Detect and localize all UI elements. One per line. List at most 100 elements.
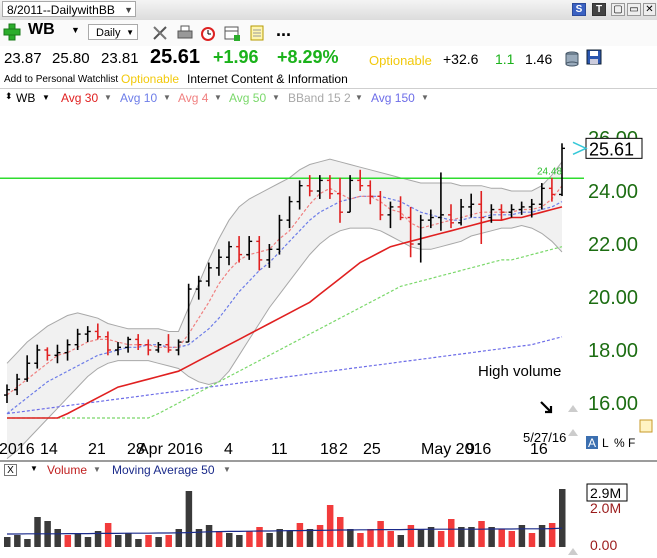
volume-bar [286, 531, 294, 547]
volume-bar [155, 537, 162, 547]
chevron-down-icon[interactable]: ▼ [163, 93, 171, 102]
x-tick-label: 11 [271, 441, 288, 458]
volume-bar [458, 527, 465, 547]
chevron-down-icon: ▼ [126, 28, 134, 37]
volume-bar [448, 519, 455, 547]
layout-selector[interactable]: 8/2011--DailywithBB ▼ [2, 1, 136, 17]
tools-icon[interactable] [151, 24, 169, 45]
chevron-down-icon[interactable]: ▼ [93, 465, 101, 474]
divider [0, 460, 657, 461]
database-icon[interactable] [565, 51, 579, 70]
ohlc-bar [236, 236, 243, 263]
volume-bar [377, 521, 384, 547]
high-price: 25.80 [52, 50, 90, 67]
maximize-button[interactable]: ▭ [627, 3, 641, 16]
avg30-label[interactable]: Avg 30 [61, 91, 99, 105]
more-button[interactable]: ... [276, 20, 292, 40]
ohlc-bar [326, 175, 333, 199]
chevron-down-icon[interactable]: ▼ [355, 93, 363, 102]
avg10-label[interactable]: Avg 10 [120, 91, 158, 105]
change: +1.96 [213, 47, 259, 67]
volume-bar [64, 535, 72, 547]
printer-icon[interactable] [176, 24, 194, 45]
volume-bar [266, 533, 273, 547]
ohlc-bar [84, 326, 91, 343]
volume-bar [4, 537, 11, 547]
x-tick-label: 9 [466, 441, 475, 458]
volume-y-tick: 2.0M [590, 500, 621, 516]
close-button[interactable]: ✕ [643, 3, 656, 16]
price-pointer [572, 141, 588, 156]
ohlc-bar [24, 355, 31, 382]
close-volume-pane-button[interactable]: X [4, 464, 17, 476]
x-tick-label: 2 [339, 441, 348, 458]
volume-bar [357, 533, 364, 547]
ohlc-bar [367, 180, 374, 205]
scroll-up-icon [568, 548, 578, 555]
price-chart[interactable]: 26.0024.0022.0020.0018.0016.002016142128… [0, 106, 657, 461]
chevron-down-icon[interactable]: ▼ [214, 93, 222, 102]
avg50-label[interactable]: Avg 50 [229, 91, 267, 105]
volume-bar [407, 525, 415, 547]
rs-value: +32.6 [443, 51, 479, 67]
volume-ma-line [7, 527, 563, 535]
volume-bar [104, 523, 112, 547]
t-button[interactable]: T [592, 3, 606, 16]
avg150-label[interactable]: Avg 150 [371, 91, 415, 105]
sort-icon[interactable]: ⬍ [5, 91, 13, 101]
volume-bar [226, 533, 233, 547]
volume-y-tick: 0.00 [590, 537, 617, 553]
period-selector[interactable]: Daily ▼ [88, 24, 138, 40]
notes-icon[interactable] [248, 24, 266, 45]
avg4-label[interactable]: Avg 4 [178, 91, 209, 105]
volume-bar [538, 525, 546, 547]
ohlc-bar [94, 323, 101, 340]
ohlc-bar [548, 177, 555, 202]
save-icon[interactable] [586, 49, 602, 68]
volume-bar [195, 529, 203, 547]
ohlc-bar [104, 331, 111, 356]
pencil-icon [639, 419, 653, 433]
indicator-strip: ⬍ WB ▼ Avg 30 ▼ Avg 10 ▼ Avg 4 ▼ Avg 50 … [0, 89, 657, 106]
axis-mode-0-button: A [588, 436, 596, 450]
alarm-clock-icon[interactable] [199, 24, 217, 45]
add-to-watchlist-link[interactable]: Add to Personal Watchlist [4, 74, 119, 85]
volume-bar [508, 531, 516, 547]
ohlc-bar [488, 204, 495, 223]
ohlc-bar [387, 201, 394, 229]
volume-bar [296, 523, 304, 547]
chevron-down-icon[interactable]: ▼ [104, 93, 112, 102]
optionable-label-2: Optionable [121, 72, 180, 86]
symbol-label[interactable]: WB [28, 21, 55, 38]
volume-chart[interactable]: 2.9M2.0M 0.00 [0, 477, 657, 558]
volume-bar [215, 531, 223, 547]
ohlc-bar [478, 191, 485, 244]
ma-label[interactable]: Moving Average 50 [112, 463, 215, 477]
avg30-line [7, 206, 563, 419]
indicator-symbol[interactable]: WB [16, 91, 36, 105]
ohlc-bar [4, 384, 10, 403]
volume-bar [175, 529, 183, 547]
chevron-down-icon[interactable]: ▼ [30, 464, 38, 473]
ohlc-bar [437, 172, 444, 231]
volume-bar [276, 529, 283, 547]
calendar-icon[interactable] [223, 24, 241, 45]
y-tick-label: 16.00 [588, 393, 638, 415]
volume-bar [417, 529, 425, 547]
ohlc-bar [458, 198, 465, 226]
s-button[interactable]: S [572, 3, 586, 16]
ohlc-bar [347, 175, 354, 213]
ohlc-bar [215, 249, 222, 276]
add-plus-icon[interactable] [3, 23, 21, 41]
chevron-down-icon[interactable]: ▼ [272, 93, 280, 102]
chevron-down-icon[interactable]: ▼ [421, 93, 429, 102]
low-price: 23.81 [101, 50, 139, 67]
bband-label[interactable]: BBand 15 2 [288, 91, 351, 105]
chevron-down-icon[interactable]: ▼ [223, 465, 231, 474]
ohlc-bar [145, 339, 152, 356]
volume-label[interactable]: Volume [47, 463, 88, 477]
period-label: Daily [96, 27, 121, 39]
chevron-down-icon[interactable]: ▼ [42, 93, 50, 102]
minimize-button[interactable]: ▢ [611, 3, 625, 16]
symbol-dropdown-icon[interactable]: ▼ [71, 25, 80, 35]
